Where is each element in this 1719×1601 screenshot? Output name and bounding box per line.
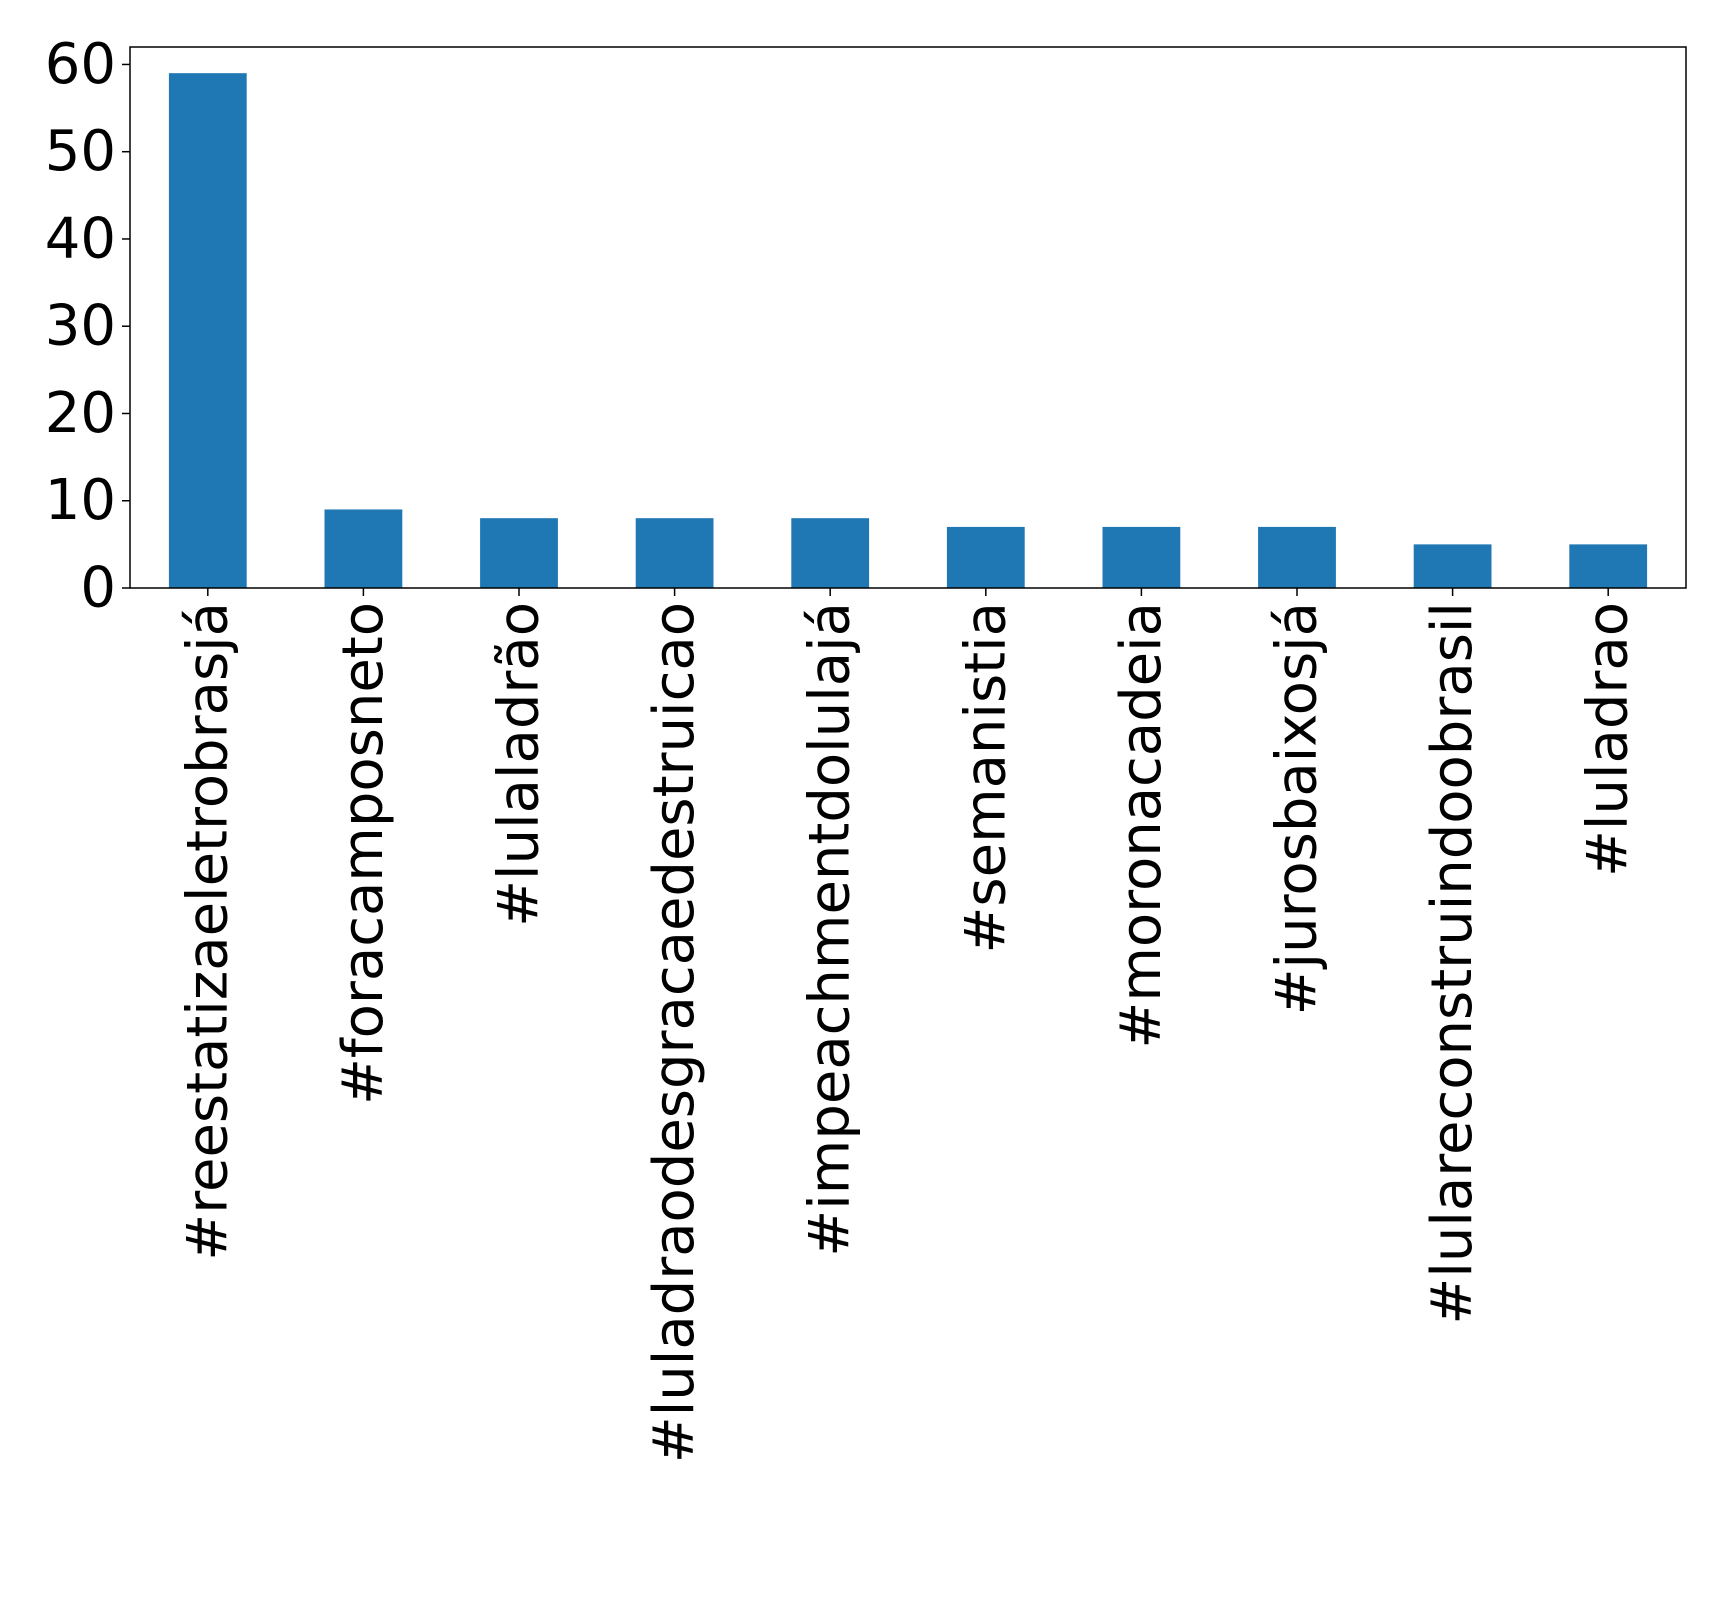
x-axis: #reestatizaeletrobrasjá #foracamposneto #l… [175, 588, 1641, 1463]
bar-1 [324, 509, 403, 588]
x-tick-label: #luladraodesgracaedestruicao [642, 602, 707, 1463]
bar-6 [1102, 526, 1181, 588]
x-tick-label: #luladrao [1576, 602, 1641, 877]
y-tick-label: 50 [45, 119, 116, 184]
bars-group [168, 73, 1648, 588]
x-tick-label: #foracamposneto [331, 602, 396, 1105]
bar-3 [635, 518, 714, 588]
y-tick-label: 10 [45, 468, 116, 533]
y-tick-label: 40 [45, 206, 116, 271]
x-tick-label: #semanistia [953, 602, 1018, 953]
x-tick-label: #jurosbaixosjá [1265, 602, 1330, 1015]
bar-5 [946, 526, 1025, 588]
x-tick-label: #lulaladrão [487, 602, 552, 927]
y-axis: 0 10 20 30 40 50 60 [45, 32, 130, 621]
bar-9 [1569, 544, 1648, 588]
y-tick-label: 60 [45, 32, 116, 97]
x-tick-label: #lulareconstruindoobrasil [1420, 602, 1485, 1325]
bar-2 [480, 518, 558, 588]
bar-7 [1258, 526, 1336, 588]
y-tick-label: 20 [45, 381, 116, 446]
bar-0 [168, 73, 247, 588]
bar-4 [791, 518, 870, 588]
bar-8 [1413, 544, 1492, 588]
x-tick-label: #moronacadeia [1109, 602, 1174, 1049]
plot-frame [129, 46, 1687, 589]
x-tick-label: #impeachmentdolulajá [798, 602, 863, 1257]
y-tick-label: 0 [80, 556, 116, 621]
y-tick-label: 30 [45, 294, 116, 359]
x-tick-label: #reestatizaeletrobrasjá [175, 602, 240, 1261]
